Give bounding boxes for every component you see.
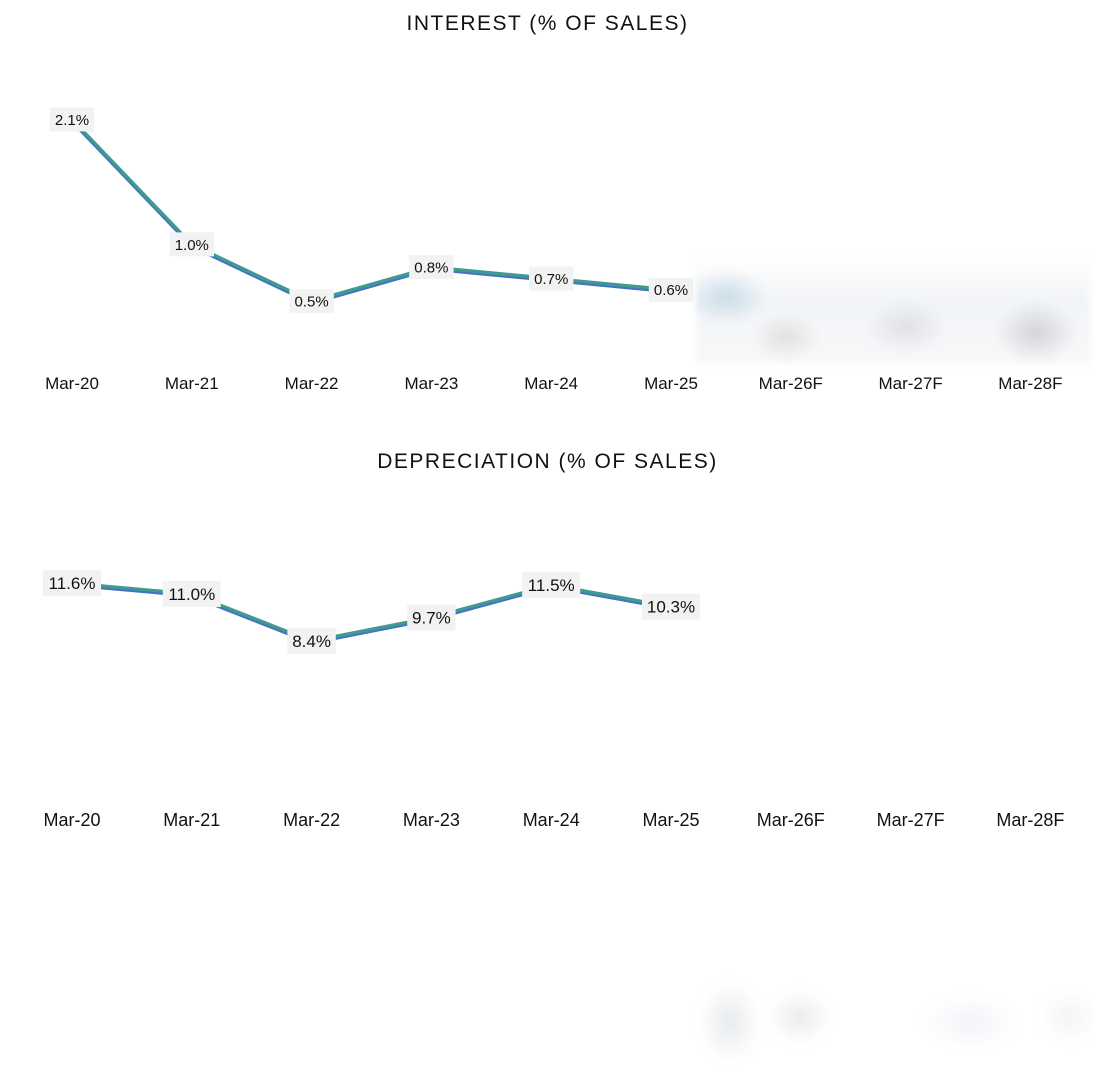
data-label-background [409,255,454,280]
data-label-text: 9.7% [412,609,451,628]
forecast-blur-region [700,962,1095,1092]
x-tick-label: Mar-23 [404,374,458,393]
data-label-background [407,604,456,631]
data-label: 0.7% [529,266,574,291]
data-label-text: 0.5% [294,294,328,311]
data-label-text: 8.4% [292,632,331,651]
data-label-background [287,628,336,654]
x-tick-label: Mar-20 [43,810,100,830]
data-label: 10.3% [642,593,700,620]
data-label-text: 0.7% [534,271,568,288]
interest-chart: INTEREST (% OF SALES) Mar-20 Mar-21 Mar-22… [0,0,1095,420]
data-label-text: 11.5% [528,576,575,595]
data-label-background [648,277,694,302]
x-tick-label: Mar-24 [524,374,578,393]
x-tick-label: Mar-21 [163,810,220,830]
series-line [70,117,673,303]
data-label: 0.5% [289,289,334,314]
x-tick-label: Mar-22 [283,810,340,830]
data-label-background [43,570,101,597]
data-label: 11.5% [522,571,581,598]
data-label-text: 1.0% [175,237,209,254]
data-label: 2.1% [49,107,95,132]
x-tick-label: Mar-28F [996,810,1064,830]
x-tick-label: Mar-24 [523,810,580,830]
x-tick-label: Mar-27F [878,374,942,393]
data-label-text: 10.3% [647,598,695,617]
x-tick-label: Mar-28F [998,374,1062,393]
chart-title: DEPRECIATION (% OF SALES) [377,450,718,473]
depreciation-plot: Mar-20 Mar-21 Mar-22 Mar-23 Mar-24 Mar-25 Mar-… [43,570,1064,830]
data-label-background [49,107,95,132]
data-label: 11.6% [43,570,101,597]
data-label-background [522,571,581,598]
data-label-background [529,266,574,291]
x-tick-label: Mar-26F [759,374,823,393]
series-line-shadow [70,583,673,645]
data-label: 0.6% [648,277,694,302]
data-label-background [169,232,214,257]
x-tick-label: Mar-27F [877,810,945,830]
data-label: 0.8% [409,255,454,280]
data-label-text: 2.1% [55,112,89,129]
data-label: 9.7% [407,604,456,631]
x-tick-label: Mar-22 [285,374,339,393]
x-tick-label: Mar-21 [165,374,219,393]
data-label-background [162,580,221,607]
x-tick-label: Mar-23 [403,810,460,830]
chart-title: INTEREST (% OF SALES) [406,12,689,35]
data-label-background [642,593,700,620]
data-label-background [289,289,334,314]
interest-plot: Mar-20 Mar-21 Mar-22 Mar-23 Mar-24 Mar-25 Mar-… [45,107,1063,393]
x-tick-label: Mar-26F [757,810,825,830]
x-tick-label: Mar-20 [45,374,99,393]
data-label-text: 0.8% [414,260,448,277]
data-label: 11.0% [162,580,221,607]
depreciation-chart: DEPRECIATION (% OF SALES) Mar-20 Mar-21 Ma… [0,440,1095,1092]
x-tick-label: Mar-25 [644,374,698,393]
data-label-text: 0.6% [654,282,688,299]
data-label: 8.4% [287,628,336,654]
x-tick-label: Mar-25 [642,810,699,830]
data-label-text: 11.6% [49,574,96,593]
data-label: 1.0% [169,232,214,257]
data-label-text: 11.0% [168,585,215,604]
